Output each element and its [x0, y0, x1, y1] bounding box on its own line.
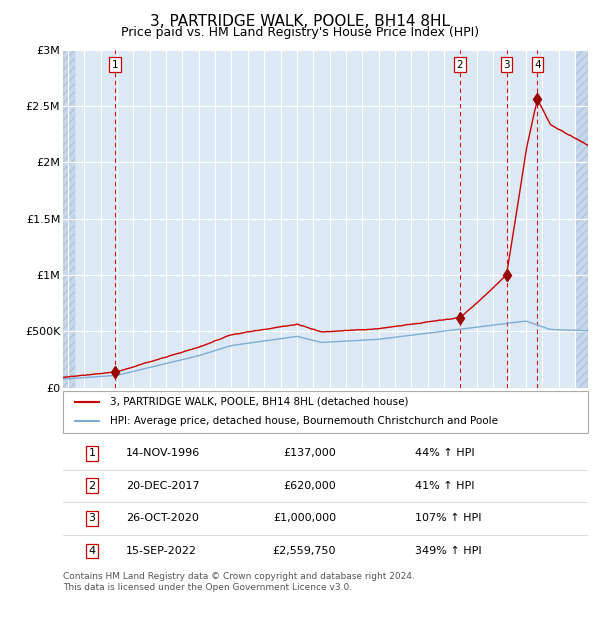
Text: Contains HM Land Registry data © Crown copyright and database right 2024.
This d: Contains HM Land Registry data © Crown c… [63, 572, 415, 593]
Text: 15-SEP-2022: 15-SEP-2022 [126, 546, 197, 556]
Text: 1: 1 [112, 60, 118, 70]
Text: 3: 3 [88, 513, 95, 523]
Text: 1: 1 [88, 448, 95, 458]
Text: 3: 3 [503, 60, 510, 70]
Text: 41% ↑ HPI: 41% ↑ HPI [415, 481, 474, 491]
Text: 44% ↑ HPI: 44% ↑ HPI [415, 448, 475, 458]
Text: £2,559,750: £2,559,750 [272, 546, 336, 556]
Text: 2: 2 [457, 60, 463, 70]
Text: 3, PARTRIDGE WALK, POOLE, BH14 8HL: 3, PARTRIDGE WALK, POOLE, BH14 8HL [150, 14, 450, 29]
Text: 4: 4 [534, 60, 541, 70]
Text: 14-NOV-1996: 14-NOV-1996 [126, 448, 200, 458]
Text: 4: 4 [88, 546, 95, 556]
Text: 349% ↑ HPI: 349% ↑ HPI [415, 546, 481, 556]
Text: £620,000: £620,000 [283, 481, 336, 491]
Bar [576, 50, 588, 388]
FancyBboxPatch shape [63, 391, 588, 433]
Text: 2: 2 [88, 481, 95, 491]
Text: Price paid vs. HM Land Registry's House Price Index (HPI): Price paid vs. HM Land Registry's House … [121, 26, 479, 39]
Text: HPI: Average price, detached house, Bournemouth Christchurch and Poole: HPI: Average price, detached house, Bour… [110, 417, 498, 427]
Text: £137,000: £137,000 [283, 448, 336, 458]
Text: 20-DEC-2017: 20-DEC-2017 [126, 481, 200, 491]
Text: 107% ↑ HPI: 107% ↑ HPI [415, 513, 481, 523]
Text: 3, PARTRIDGE WALK, POOLE, BH14 8HL (detached house): 3, PARTRIDGE WALK, POOLE, BH14 8HL (deta… [110, 397, 409, 407]
Text: 26-OCT-2020: 26-OCT-2020 [126, 513, 199, 523]
Bar [63, 50, 75, 388]
Text: £1,000,000: £1,000,000 [273, 513, 336, 523]
